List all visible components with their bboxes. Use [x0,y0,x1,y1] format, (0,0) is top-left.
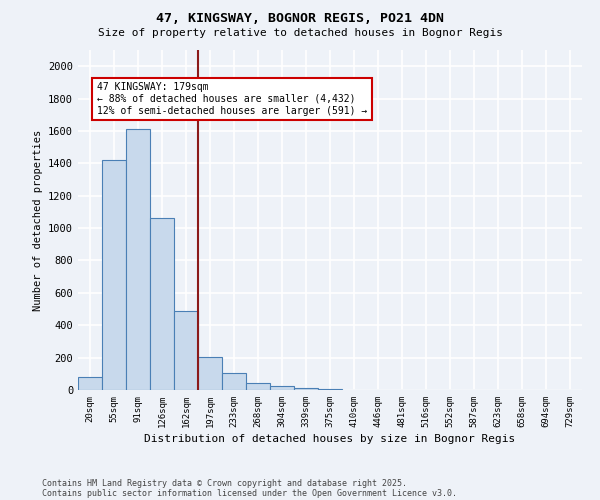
Text: Contains public sector information licensed under the Open Government Licence v3: Contains public sector information licen… [42,488,457,498]
Bar [318,388,342,390]
Y-axis label: Number of detached properties: Number of detached properties [32,130,43,310]
Bar [246,382,270,390]
Bar [294,388,318,390]
Bar [222,373,246,390]
Bar [150,218,174,390]
Text: Size of property relative to detached houses in Bognor Regis: Size of property relative to detached ho… [97,28,503,38]
Text: Contains HM Land Registry data © Crown copyright and database right 2025.: Contains HM Land Registry data © Crown c… [42,478,407,488]
Text: 47, KINGSWAY, BOGNOR REGIS, PO21 4DN: 47, KINGSWAY, BOGNOR REGIS, PO21 4DN [156,12,444,26]
Text: 47 KINGSWAY: 179sqm
← 88% of detached houses are smaller (4,432)
12% of semi-det: 47 KINGSWAY: 179sqm ← 88% of detached ho… [97,82,367,116]
Bar [78,377,102,390]
Bar [198,357,222,390]
Bar [126,130,150,390]
Bar [270,386,294,390]
Bar [102,160,126,390]
X-axis label: Distribution of detached houses by size in Bognor Regis: Distribution of detached houses by size … [145,434,515,444]
Bar [174,310,198,390]
